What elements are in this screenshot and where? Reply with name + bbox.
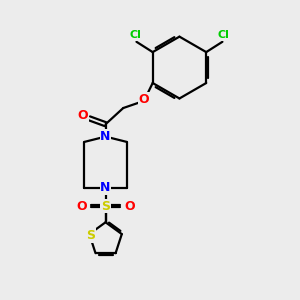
Text: O: O	[78, 109, 88, 122]
Text: O: O	[124, 200, 135, 213]
Text: O: O	[139, 93, 149, 106]
Text: O: O	[76, 200, 87, 213]
Text: S: S	[101, 200, 110, 213]
Text: Cl: Cl	[129, 30, 141, 40]
Text: N: N	[100, 130, 111, 143]
Text: S: S	[86, 229, 95, 242]
Text: N: N	[100, 181, 111, 194]
Text: Cl: Cl	[218, 30, 230, 40]
